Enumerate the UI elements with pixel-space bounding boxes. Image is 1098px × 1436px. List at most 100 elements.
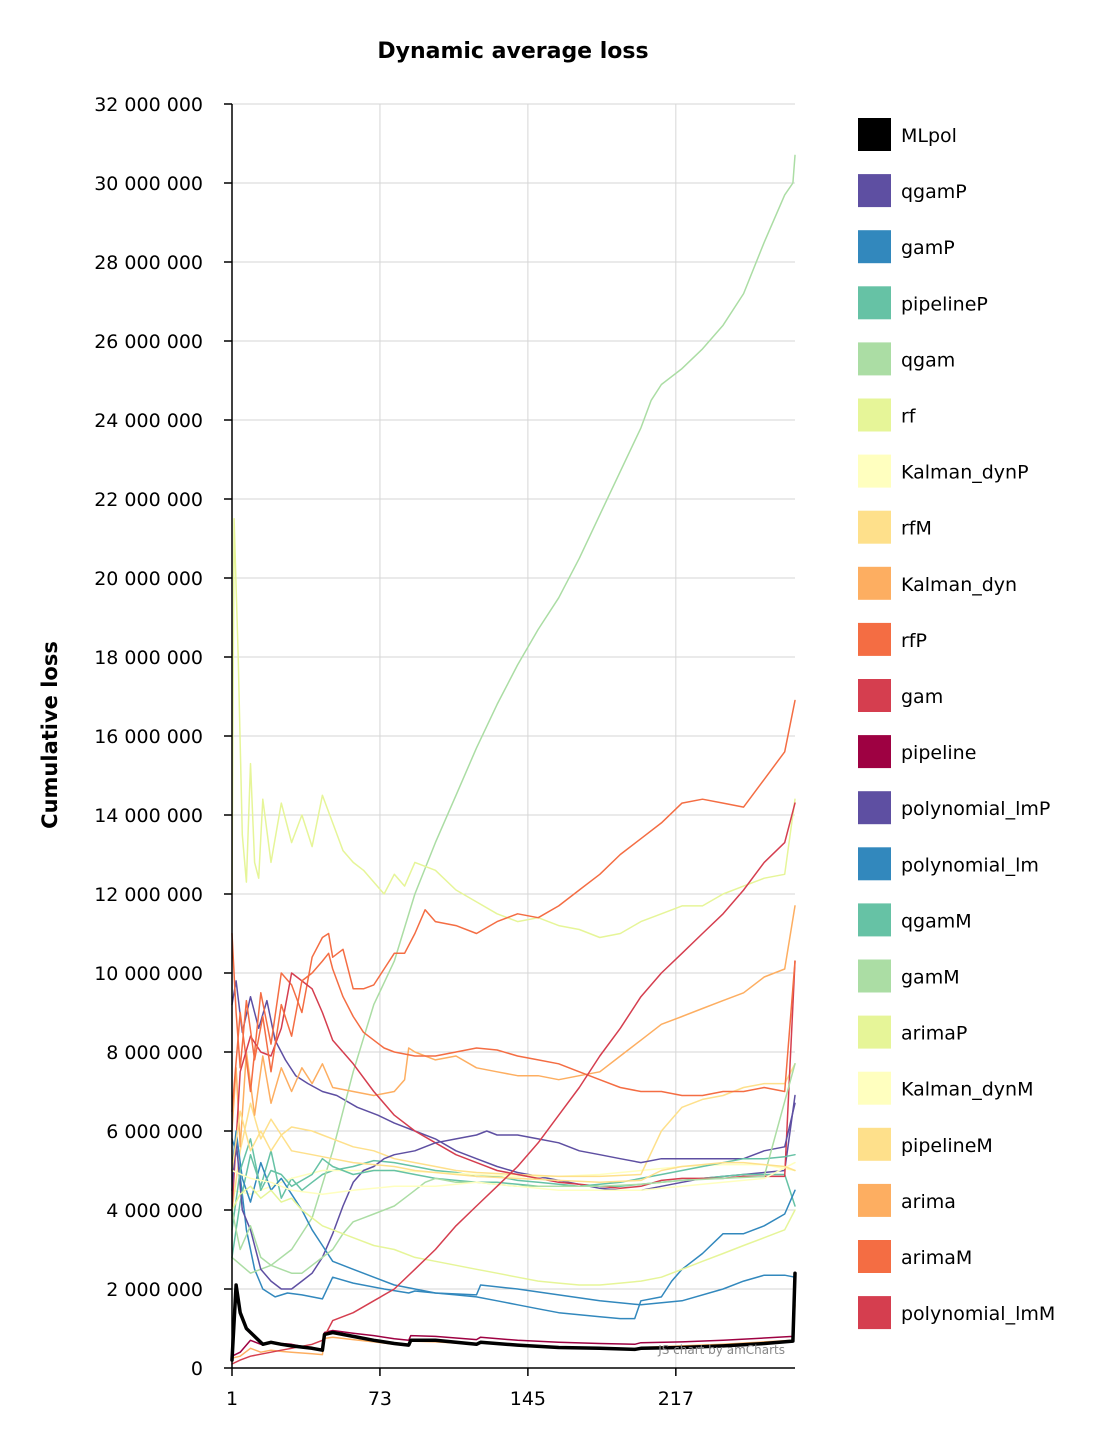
legend-item-gam[interactable]: gam [858,679,943,712]
legend-item-pipelinem[interactable]: pipelineM [858,1127,993,1161]
legend-item-pipelinep[interactable]: pipelineP [858,286,988,320]
legend-label: polynomial_lmM [901,1303,1055,1325]
series-line-qgamm[interactable] [231,1138,796,1231]
legend-swatch [858,174,891,208]
legend-label: rf [901,406,917,428]
y-tick-label: 20 000 000 [94,568,203,590]
legend[interactable]: MLpol qgamP gamP pipelineP qgam rf Kalman_dynP… [858,118,1055,1330]
series-line-mlpol[interactable] [230,1271,797,1362]
series-line-qgamp[interactable] [231,980,796,1192]
legend-swatch [858,847,891,881]
legend-item-rf[interactable]: rf [858,398,917,432]
legend-item-qgamm[interactable]: qgamM [858,903,972,937]
y-tick-label: 16 000 000 [94,726,203,748]
legend-label: rfP [901,630,927,652]
axis-layer: 0 2 000 000 4 000 000 6 000 000 8 000 000 10 … [94,94,795,1410]
legend-item-polynomial-lm[interactable]: polynomial_lm [858,847,1039,881]
y-tick-label: 4 000 000 [106,1200,203,1222]
chart-title: Dynamic average loss [377,39,648,64]
legend-swatch [858,342,891,376]
legend-item-qgamp[interactable]: qgamP [858,174,967,208]
legend-swatch [858,1071,891,1105]
legend-label: rfM [901,518,932,540]
series-line-kalman-dynm[interactable] [231,1161,796,1195]
series-line-rfm[interactable] [231,1063,796,1211]
legend-label: pipelineM [901,1135,993,1157]
y-axis-label: Cumulative loss [38,641,62,829]
y-tick-label: 18 000 000 [94,647,203,669]
y-tick-label: 8 000 000 [106,1042,203,1064]
y-tick-label: 0 [191,1358,203,1380]
grid-layer [232,103,795,1369]
legend-swatch [858,903,891,937]
legend-item-polynomial-lmp[interactable]: polynomial_lmP [858,791,1050,825]
legend-item-kalman-dyn[interactable]: Kalman_dyn [858,566,1017,600]
series-line-gamp[interactable] [231,1138,796,1306]
legend-item-gamm[interactable]: gamM [858,959,960,993]
legend-swatch [858,1296,891,1330]
legend-label: polynomial_lmP [901,798,1050,820]
series-line-arimap[interactable] [231,1185,796,1286]
legend-label: pipelineP [901,293,988,315]
amcharts-credit[interactable]: JS chart by amCharts [657,1343,785,1357]
legend-swatch [858,286,891,320]
legend-swatch [858,118,891,151]
y-tick-label: 6 000 000 [106,1121,203,1143]
legend-item-gamp[interactable]: gamP [858,230,955,264]
legend-item-qgam[interactable]: qgam [858,342,955,376]
legend-swatch [858,398,891,432]
legend-item-pipeline[interactable]: pipeline [858,735,976,769]
legend-item-arimap[interactable]: arimaP [858,1015,967,1049]
series-line-arimam[interactable] [231,932,796,1097]
legend-label: Kalman_dyn [901,574,1017,596]
legend-label: Kalman_dynM [901,1079,1033,1101]
legend-swatch [858,959,891,993]
legend-swatch [858,1240,891,1273]
y-tick-label: 2 000 000 [106,1279,203,1301]
series-line-polynomial-lmm[interactable] [231,802,796,1365]
series-line-rf[interactable] [231,518,796,939]
legend-swatch [858,566,891,600]
y-tick-label: 14 000 000 [94,805,203,827]
series-line-gamm[interactable] [231,1063,796,1274]
legend-label: gamP [901,237,955,259]
series-line-kalman-dyn[interactable] [231,905,796,1148]
legend-item-mlpol[interactable]: MLpol [858,118,957,151]
legend-item-kalman-dynm[interactable]: Kalman_dynM [858,1071,1033,1105]
legend-item-arima[interactable]: arima [858,1183,956,1217]
legend-label: pipeline [901,742,976,764]
legend-swatch [858,454,891,488]
legend-item-arimam[interactable]: arimaM [858,1240,972,1273]
y-tick-label: 12 000 000 [94,884,203,906]
legend-label: arima [901,1191,956,1213]
legend-label: arimaP [901,1023,967,1045]
legend-swatch [858,510,891,544]
legend-item-polynomial-lmm[interactable]: polynomial_lmM [858,1296,1055,1330]
y-tick-label: 10 000 000 [94,963,203,985]
series-layer [230,154,797,1365]
legend-swatch [858,622,891,656]
legend-item-rfp[interactable]: rfP [858,622,927,656]
y-tick-label: 24 000 000 [94,410,203,432]
legend-swatch [858,230,891,264]
series-line-polynomial-lmp[interactable] [231,1102,796,1290]
legend-label: gam [901,686,943,708]
x-tick-label: 217 [658,1388,694,1410]
y-tick-label: 30 000 000 [94,173,203,195]
legend-label: qgam [901,349,955,371]
legend-swatch [858,735,891,769]
y-tick-label: 28 000 000 [94,252,203,274]
series-line-pipelinem[interactable] [231,1110,796,1184]
x-tick-label: 73 [368,1388,392,1410]
legend-item-rfm[interactable]: rfM [858,510,932,544]
series-line-rfp[interactable] [231,699,796,1113]
x-tick-label: 145 [510,1388,546,1410]
legend-swatch [858,1015,891,1049]
series-line-gam[interactable] [231,960,796,1211]
y-tick-label: 32 000 000 [94,94,203,116]
y-tick-label: 26 000 000 [94,331,203,353]
legend-swatch [858,1183,891,1217]
series-line-qgam[interactable] [231,154,796,1274]
legend-item-kalman-dynp[interactable]: Kalman_dynP [858,454,1029,488]
